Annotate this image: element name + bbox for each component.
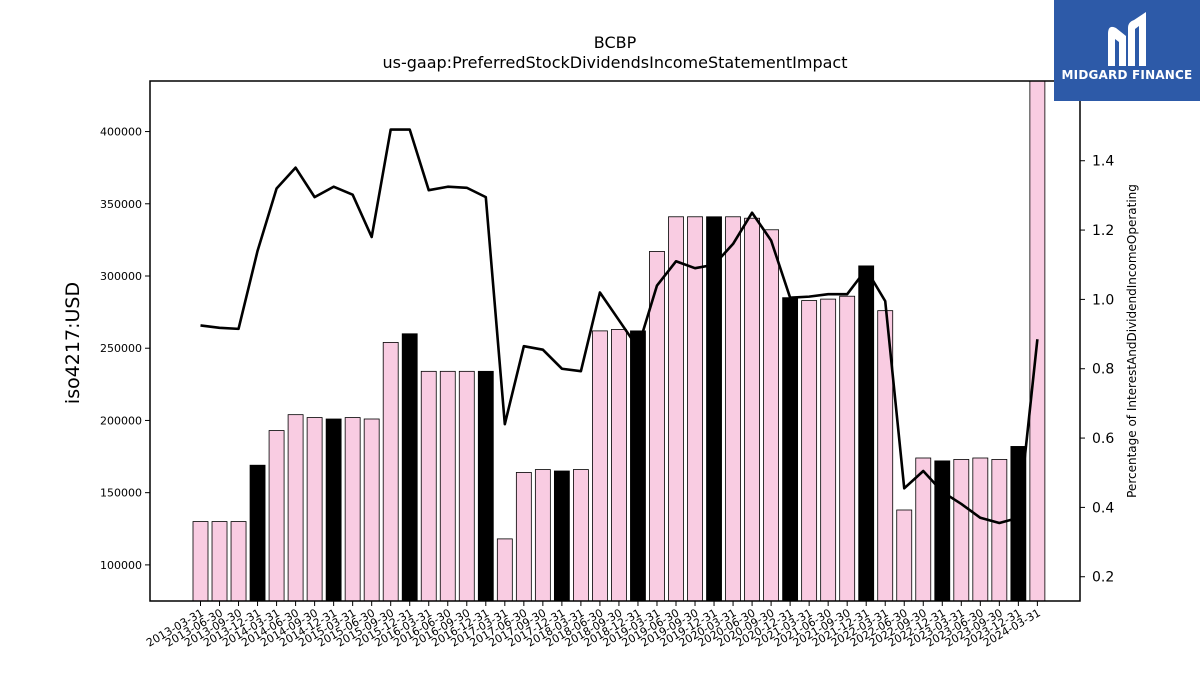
bar-2020-09-30 <box>763 229 779 602</box>
plot-frame <box>149 80 1081 602</box>
y2-tick-label: 0.8 <box>1092 362 1114 378</box>
bar-2014-06-30 <box>287 414 304 602</box>
bar-2015-06-30 <box>363 418 380 602</box>
y-tick-label: 100000 <box>100 559 142 572</box>
y-tick-label: 250000 <box>100 342 142 355</box>
bar-2018-12-31 <box>630 330 646 602</box>
y-axis-label: iso4217:USD <box>62 282 84 404</box>
bar-2022-12-31 <box>934 460 951 602</box>
bar-2019-06-30 <box>668 216 684 602</box>
bar-2019-09-30 <box>687 216 703 602</box>
bar-2017-06-30 <box>515 472 532 602</box>
y2-axis: 0.2 0.4 0.6 0.8 1.0 1.2 1.4 <box>1080 154 1114 586</box>
bar-2013-12-31 <box>249 464 266 602</box>
y-tick-label: 150000 <box>100 487 142 500</box>
bar-2014-03-31 <box>268 430 285 602</box>
y2-tick-label: 1.0 <box>1092 292 1114 308</box>
bar-2017-12-31 <box>553 470 570 602</box>
brand-logo: MIDGARD FINANCE <box>1054 0 1200 101</box>
bar-2017-09-30 <box>534 469 551 602</box>
bar-2016-03-31 <box>420 370 437 602</box>
bar-2021-09-30 <box>839 295 856 602</box>
bar-series <box>192 80 1046 602</box>
y2-tick-label: 0.4 <box>1092 500 1114 516</box>
bar-2023-03-31 <box>953 459 970 602</box>
x-axis: 2013-03-312013-06-302013-09-302013-12-31… <box>144 601 1043 650</box>
y-tick-label: 300000 <box>100 270 142 283</box>
bar-2016-12-31 <box>477 370 494 602</box>
y2-tick-label: 1.4 <box>1092 154 1114 170</box>
bar-2018-09-30 <box>611 329 627 602</box>
bar-2017-03-31 <box>496 538 513 602</box>
y2-tick-label: 0.2 <box>1092 570 1114 586</box>
bar-2013-06-30 <box>211 521 228 602</box>
y-tick-label: 200000 <box>100 414 142 427</box>
bar-2016-09-30 <box>458 370 475 602</box>
y2-tick-label: 1.2 <box>1092 223 1114 239</box>
bar-2020-12-31 <box>782 297 799 602</box>
bar-2023-09-30 <box>991 459 1008 602</box>
bar-2013-03-31 <box>192 521 209 602</box>
bar-2014-12-31 <box>325 418 342 602</box>
y2-axis-label: Percentage of InterestAndDividendIncomeO… <box>1125 184 1139 498</box>
bar-2014-09-30 <box>306 417 323 602</box>
bar-2020-06-30 <box>744 217 760 602</box>
bar-2021-12-31 <box>858 265 875 602</box>
bar-2015-09-30 <box>382 342 399 602</box>
y2-tick-label: 0.6 <box>1092 431 1114 447</box>
midgard-m-logo-icon <box>1108 12 1146 66</box>
bar-2019-12-31 <box>706 216 722 602</box>
bar-2023-06-30 <box>972 457 989 602</box>
bar-2018-06-30 <box>592 330 608 602</box>
chart-title: BCBP <box>594 33 637 52</box>
bar-2021-06-30 <box>820 298 837 602</box>
brand-name: MIDGARD FINANCE <box>1061 68 1193 82</box>
line-series <box>200 128 1039 525</box>
bar-2016-06-30 <box>439 370 456 602</box>
bar-2015-12-31 <box>401 333 418 602</box>
y-tick-label: 350000 <box>100 198 142 211</box>
y-axis: 100000 150000 200000 250000 300000 350000 4000… <box>100 126 150 572</box>
bar-2022-06-30 <box>896 509 913 602</box>
bar-2018-03-31 <box>573 469 589 602</box>
bar-2020-03-31 <box>725 216 741 602</box>
bar-2021-03-31 <box>801 300 818 602</box>
chart-subtitle: us-gaap:PreferredStockDividendsIncomeSta… <box>383 53 848 72</box>
bar-2022-09-30 <box>915 457 932 602</box>
y-tick-label: 400000 <box>100 126 142 139</box>
bar-2013-09-30 <box>230 521 247 602</box>
bar-2015-03-31 <box>344 417 361 602</box>
